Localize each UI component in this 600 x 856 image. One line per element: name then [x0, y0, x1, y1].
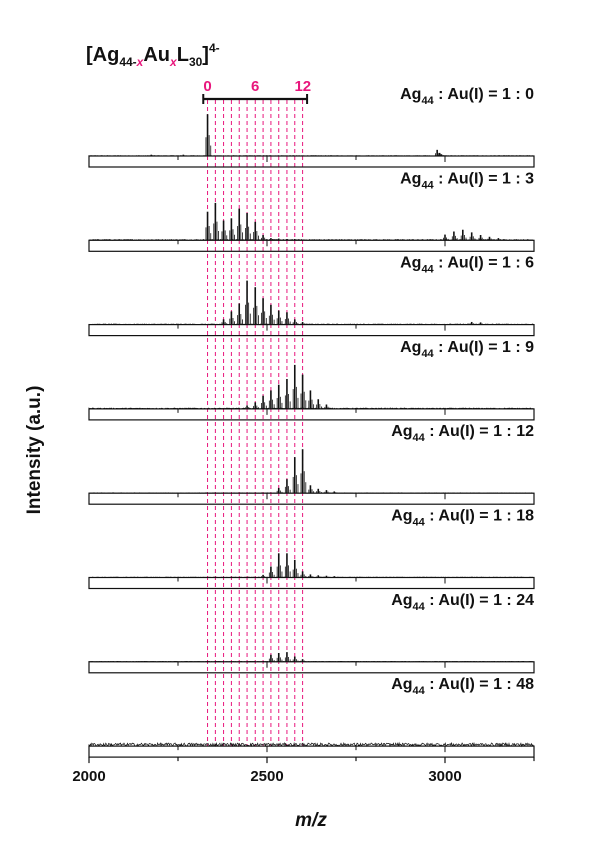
peak [442, 234, 449, 241]
x-tick-label: 2500 [250, 768, 283, 785]
spectrum-panel-5: Ag44 : Au(I) = 1 : 18 [88, 508, 535, 590]
peak [261, 235, 267, 241]
x-tick-label: 3000 [428, 768, 461, 785]
ratio-label: Ag44 : Au(I) = 1 : 24 [391, 592, 534, 613]
spectrum-panels: Ag44 : Au(I) = 1 : 0 Ag44 : Au(I) = 1 : 3… [88, 86, 535, 758]
peak [284, 378, 291, 409]
dopant-reference-lines [207, 100, 304, 747]
peak [292, 559, 299, 578]
peak [292, 364, 299, 409]
x-axis: 2000 2500 3000 [72, 757, 535, 785]
peak [276, 487, 283, 494]
spectrum-panel-1: Ag44 : Au(I) = 1 : 3 [88, 170, 535, 252]
peak [300, 374, 307, 409]
dopant-scale: 0 6 12 [202, 78, 311, 104]
peak [237, 303, 243, 325]
peak [292, 656, 299, 662]
peak [469, 232, 476, 241]
peak [284, 479, 291, 494]
peak [284, 652, 291, 662]
peak [221, 220, 228, 241]
dopant-scale-label: 12 [294, 78, 311, 95]
spectrum-panel-2: Ag44 : Au(I) = 1 : 6 [88, 255, 535, 337]
peak [245, 280, 251, 325]
peak [308, 390, 315, 409]
peak [245, 213, 251, 241]
peak [276, 553, 283, 578]
spectrum-panel-0: Ag44 : Au(I) = 1 : 0 [88, 86, 535, 168]
panel-axis-box [88, 239, 535, 252]
ratio-label: Ag44 : Au(I) = 1 : 9 [400, 339, 534, 360]
ratio-label: Ag44 : Au(I) = 1 : 18 [391, 508, 534, 529]
peak [205, 211, 212, 241]
peak [261, 395, 267, 409]
spectrum-trace [88, 741, 534, 748]
ratio-label: Ag44 : Au(I) = 1 : 3 [400, 170, 534, 191]
panel-axis-box [88, 492, 535, 505]
spectrum-panel-4: Ag44 : Au(I) = 1 : 12 [88, 423, 535, 505]
dopant-scale-labels: 0 6 12 [203, 78, 311, 95]
peak [276, 384, 283, 409]
peak [253, 221, 259, 241]
peak [268, 654, 275, 662]
peak [213, 202, 219, 241]
peak [284, 553, 291, 578]
dopant-scale-label: 6 [251, 78, 259, 95]
peak [229, 311, 236, 325]
peak [261, 298, 267, 325]
peak [276, 310, 283, 325]
peak [308, 485, 315, 494]
cluster-formula: [Ag44-xAuxL30]4- [86, 41, 220, 69]
peak [316, 488, 322, 494]
peak [460, 229, 467, 241]
peak [292, 457, 299, 494]
peak [276, 653, 283, 662]
peak [284, 312, 291, 325]
ratio-label: Ag44 : Au(I) = 1 : 6 [400, 255, 534, 276]
peak [451, 231, 458, 241]
spectrum-panel-6: Ag44 : Au(I) = 1 : 24 [88, 592, 535, 674]
x-tick-label: 2000 [72, 768, 105, 785]
peak [237, 208, 243, 241]
peak [316, 399, 322, 409]
peak [268, 566, 275, 578]
peak [229, 218, 236, 241]
ratio-label: Ag44 : Au(I) = 1 : 12 [391, 423, 534, 444]
peak [205, 114, 212, 156]
panel-axis-box [88, 576, 535, 590]
peak [268, 304, 275, 325]
peak [300, 571, 307, 578]
peak [253, 287, 259, 325]
panel-axis-box [88, 661, 535, 674]
x-axis-title: m/z [295, 810, 327, 831]
ratio-label: Ag44 : Au(I) = 1 : 48 [391, 676, 534, 697]
ratio-label: Ag44 : Au(I) = 1 : 0 [400, 86, 534, 107]
spectrum-panel-3: Ag44 : Au(I) = 1 : 9 [88, 339, 535, 421]
panel-axis-box [88, 745, 535, 758]
peak [300, 449, 307, 494]
peak [268, 390, 275, 409]
panel-axis-box [88, 155, 535, 168]
panel-axis-box [88, 408, 535, 421]
panel-axis-box [88, 324, 535, 337]
peak [253, 402, 259, 409]
spectrum-panel-7: Ag44 : Au(I) = 1 : 48 [88, 676, 535, 758]
y-axis-title: Intensity (a.u.) [24, 386, 45, 515]
dopant-scale-label: 0 [203, 78, 211, 95]
